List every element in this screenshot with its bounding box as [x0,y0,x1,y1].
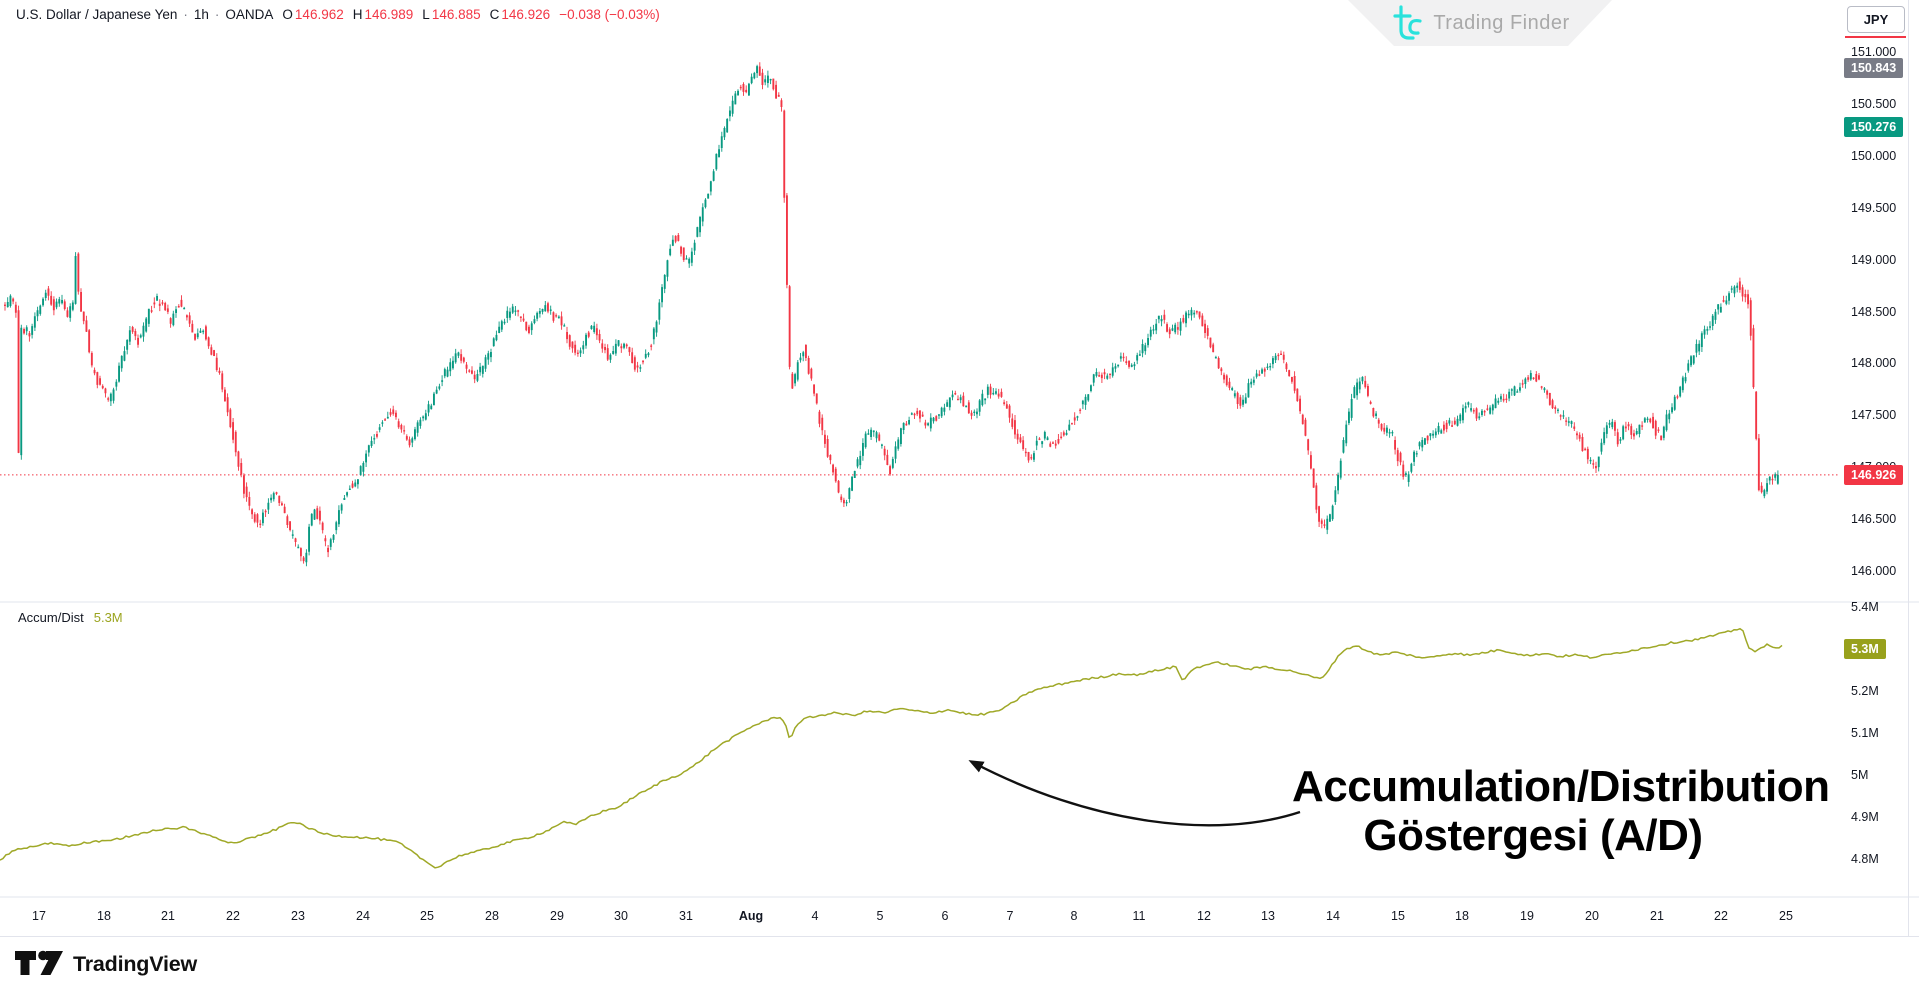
indicator-tick-4.8M: 4.8M [1851,852,1879,866]
price-badge-high: 150.843 [1844,58,1904,79]
price-tick-148.500: 148.500 [1851,304,1897,319]
price-badge-last: 146.926 [1844,464,1904,485]
time-tick-29: 29 [550,909,564,923]
close-value: 146.926 [501,7,551,22]
time-tick-21: 21 [161,909,175,923]
trading-finder-icon [1390,4,1424,42]
time-tick-8: 8 [1070,909,1078,923]
time-tick-23: 23 [291,909,305,923]
time-tick-15: 15 [1391,909,1405,923]
high-value: 146.989 [364,7,414,22]
indicator-tick-5M: 5M [1851,768,1869,782]
time-tick-5: 5 [876,909,884,923]
indicator-tick-5.1M: 5.1M [1851,726,1879,740]
time-tick-17: 17 [32,909,46,923]
indicator-name[interactable]: Accum/Dist [18,610,84,625]
time-tick-31: 31 [679,909,693,923]
time-tick-20: 20 [1585,909,1599,923]
time-tick-13: 13 [1261,909,1275,923]
price-tick-146.500: 146.500 [1851,512,1897,527]
symbol-header: U.S. Dollar / Japanese Yen · 1h · OANDA O 146.… [16,7,660,22]
separator: · [214,7,220,22]
candlestick-series [4,62,1779,567]
accum-dist-line [0,627,1783,869]
price-tick-147.500: 147.500 [1851,408,1897,423]
indicator-badge-value: 5.3M [1844,639,1886,659]
symbol-title[interactable]: U.S. Dollar / Japanese Yen [16,7,178,22]
interval-label[interactable]: 1h [193,7,209,22]
tradingview-logo[interactable]: TradingView [13,948,197,980]
indicator-value: 5.3M [93,610,123,625]
time-tick-21: 21 [1650,909,1664,923]
currency-button[interactable]: JPY [1847,6,1905,33]
time-tick-22: 22 [1714,909,1728,923]
price-tick-150.500: 150.500 [1851,96,1897,111]
chart-canvas[interactable] [0,0,1919,940]
time-tick-4: 4 [811,909,819,923]
price-tick-148.000: 148.000 [1851,356,1897,371]
price-tick-150.000: 150.000 [1851,148,1897,163]
time-tick-18: 18 [1455,909,1469,923]
pane-separators [0,0,1919,937]
high-label: H [352,7,363,22]
indicator-tick-4.9M: 4.9M [1851,810,1879,824]
time-tick-25: 25 [1779,909,1793,923]
annotation-text: Accumulation/Distribution Göstergesi (A/… [1292,762,1830,860]
annotation-arrow [968,760,1301,827]
axis-top-red-line [1845,36,1906,38]
time-tick-25: 25 [420,909,434,923]
price-tick-149.500: 149.500 [1851,200,1897,215]
time-tick-24: 24 [356,909,370,923]
low-value: 146.885 [431,7,481,22]
exchange-label: OANDA [225,7,274,22]
tradingview-icon [15,950,63,975]
time-axis[interactable]: 17 18 21 22 23 24 25 28 29 30 31 Aug 4 5 6 7 8 11 12 13 14 15… [0,909,1919,935]
time-tick-14: 14 [1326,909,1340,923]
change-value: −0.038 (−0.03%) [559,7,660,22]
trading-finder-label: Trading Finder [1433,11,1570,34]
price-badge-level: 150.276 [1844,117,1904,138]
time-tick-19: 19 [1520,909,1534,923]
time-tick-12: 12 [1197,909,1211,923]
time-tick-22: 22 [226,909,240,923]
indicator-tick-5.4M: 5.4M [1851,600,1879,614]
time-tick-7: 7 [1006,909,1014,923]
time-tick-28: 28 [485,909,499,923]
price-tick-149.000: 149.000 [1851,252,1897,267]
open-value: 146.962 [294,7,344,22]
open-label: O [282,7,293,22]
separator: · [183,7,188,22]
close-label: C [489,7,500,22]
annotation-line1: Accumulation/Distribution [1292,762,1830,811]
low-label: L [422,7,430,22]
indicator-label[interactable]: Accum/Dist 5.3M [18,610,123,625]
time-tick-18: 18 [97,909,111,923]
time-tick-30: 30 [614,909,628,923]
time-tick-6: 6 [941,909,949,923]
annotation-line2: Göstergesi (A/D) [1363,811,1703,860]
price-scale-axis[interactable]: 150.843 150.276 146.926 5.3M 151.000 150.… [1840,0,1919,936]
tradingview-label: TradingView [73,951,198,976]
price-tick-151.000: 151.000 [1851,45,1897,59]
price-tick-146.000: 146.000 [1851,564,1897,578]
trading-finder-watermark: Trading Finder [1348,0,1612,46]
time-tick-Aug: Aug [738,909,764,923]
time-tick-11: 11 [1132,909,1146,923]
indicator-tick-5.2M: 5.2M [1851,684,1879,698]
